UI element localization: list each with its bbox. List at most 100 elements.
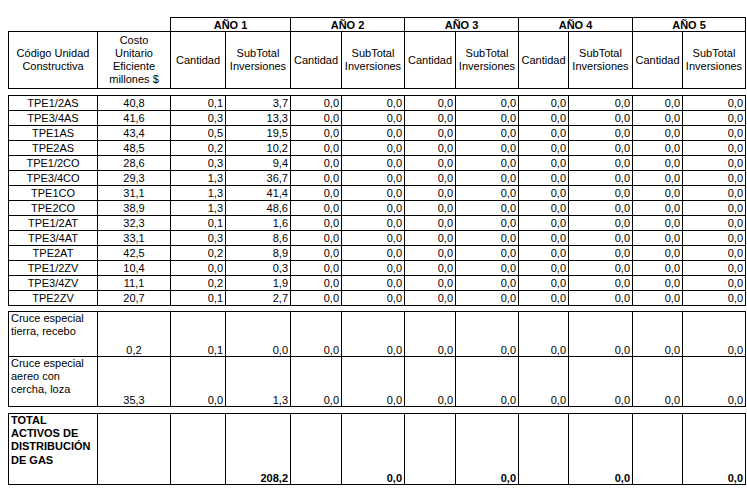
table-row: TPE3/4AS41,60,313,30,00,00,00,00,00,00,0… xyxy=(9,111,746,126)
cantidad-cell: 0,0 xyxy=(291,231,342,246)
cantidad-cell: 0,0 xyxy=(633,126,683,141)
subtotal-cell: 8,6 xyxy=(226,231,291,246)
unit-code-cell: TPE1/2ZV xyxy=(9,261,98,276)
subtotal-cell: 10,2 xyxy=(226,141,291,156)
cantidad-cell: 0,0 xyxy=(519,357,569,407)
cantidad-cell: 0,1 xyxy=(171,96,226,111)
subtotal-cell: 0,0 xyxy=(342,201,405,216)
year-header-1: AÑO 1 xyxy=(171,18,291,32)
cantidad-cell: 0,0 xyxy=(405,171,456,186)
cantidad-cell xyxy=(633,414,683,485)
subtotal-cell: 0,0 xyxy=(342,357,405,407)
cantidad-cell: 0,2 xyxy=(171,246,226,261)
cantidad-cell: 0,0 xyxy=(633,141,683,156)
subtotal-cell: 9,4 xyxy=(226,156,291,171)
unit-cost-cell: 38,9 xyxy=(98,201,171,216)
cantidad-cell: 0,0 xyxy=(633,291,683,306)
special-label-cell: Cruce especial aereo con cercha, loza xyxy=(9,357,98,407)
cantidad-cell: 0,0 xyxy=(405,156,456,171)
cantidad-cell: 0,1 xyxy=(171,216,226,231)
cantidad-cell: 0,0 xyxy=(633,261,683,276)
unit-code-cell: TPE3/4AT xyxy=(9,231,98,246)
unit-cost-cell: 32,3 xyxy=(98,216,171,231)
cantidad-cell: 0,0 xyxy=(519,291,569,306)
cantidad-cell: 0,0 xyxy=(291,126,342,141)
subtotal-cell: 19,5 xyxy=(226,126,291,141)
subtotal-cell: 0,0 xyxy=(569,141,633,156)
table-row: TPE1AS43,40,519,50,00,00,00,00,00,00,00,… xyxy=(9,126,746,141)
unit-code-cell: TPE2AT xyxy=(9,246,98,261)
subtotal-cell: 0,0 xyxy=(569,276,633,291)
cantidad-cell: 0,0 xyxy=(633,231,683,246)
cantidad-cell: 0,0 xyxy=(405,291,456,306)
cantidad-cell: 0,0 xyxy=(633,357,683,407)
cantidad-cell: 0,0 xyxy=(633,201,683,216)
subtotal-cell: 13,3 xyxy=(226,111,291,126)
col-header-subtotal-3: SubTotal Inversiones xyxy=(456,32,519,89)
subtotal-cell: 0,0 xyxy=(342,231,405,246)
col-header-cantidad-2: Cantidad xyxy=(291,32,342,89)
subtotal-cell: 0,0 xyxy=(342,312,405,357)
cantidad-cell: 1,3 xyxy=(171,171,226,186)
cantidad-cell: 0,0 xyxy=(291,96,342,111)
cantidad-cell: 0,0 xyxy=(519,111,569,126)
subtotal-cell: 0,0 xyxy=(683,171,746,186)
cantidad-cell: 0,0 xyxy=(291,171,342,186)
col-header-cantidad-3: Cantidad xyxy=(405,32,456,89)
cantidad-cell: 0,0 xyxy=(405,186,456,201)
unit-code-cell: TPE3/4CO xyxy=(9,171,98,186)
subtotal-cell: 0,0 xyxy=(342,141,405,156)
subtotal-cell: 0,0 xyxy=(683,261,746,276)
cantidad-cell: 0,0 xyxy=(405,276,456,291)
year-header-row: AÑO 1 AÑO 2 AÑO 3 AÑO 4 AÑO 5 xyxy=(9,18,746,32)
subtotal-cell: 0,0 xyxy=(342,171,405,186)
cantidad-cell: 0,0 xyxy=(633,111,683,126)
subtotal-cell: 0,0 xyxy=(342,156,405,171)
table-row: TPE2ZV20,70,12,70,00,00,00,00,00,00,00,0 xyxy=(9,291,746,306)
unit-cost-cell: 28,6 xyxy=(98,156,171,171)
subtotal-cell: 0,0 xyxy=(683,276,746,291)
subtotal-cell: 0,0 xyxy=(456,231,519,246)
unit-cost-cell: 0,2 xyxy=(98,312,171,357)
cantidad-cell: 0,0 xyxy=(519,261,569,276)
col-header-cantidad-5: Cantidad xyxy=(633,32,683,89)
cantidad-cell: 0,0 xyxy=(633,312,683,357)
subtotal-cell: 0,0 xyxy=(569,156,633,171)
cantidad-cell: 0,0 xyxy=(171,357,226,407)
table-row: TPE3/4AT33,10,38,60,00,00,00,00,00,00,00… xyxy=(9,231,746,246)
cantidad-cell: 0,0 xyxy=(633,246,683,261)
subtotal-cell: 0,0 xyxy=(569,171,633,186)
cantidad-cell: 0,0 xyxy=(291,246,342,261)
total-subtotal-cell: 208,2 xyxy=(226,414,291,485)
unit-code-cell: TPE3/4AS xyxy=(9,111,98,126)
cantidad-cell: 0,0 xyxy=(405,261,456,276)
cantidad-cell: 0,0 xyxy=(633,171,683,186)
total-row: TOTAL ACTIVOS DE DISTRIBUCIÓN DE GAS208,… xyxy=(9,414,746,485)
cantidad-cell: 0,2 xyxy=(171,141,226,156)
table-row: TPE1CO31,11,341,40,00,00,00,00,00,00,00,… xyxy=(9,186,746,201)
cantidad-cell: 0,0 xyxy=(519,186,569,201)
col-header-costo: Costo Unitario Eficiente millones $ xyxy=(98,32,171,89)
cantidad-cell: 0,0 xyxy=(519,276,569,291)
cruce-especial-table-body: Cruce especial tierra, recebo0,20,10,00,… xyxy=(9,312,746,407)
col-header-subtotal-1: SubTotal Inversiones xyxy=(226,32,291,89)
cantidad-cell: 0,0 xyxy=(519,141,569,156)
cantidad-cell: 0,0 xyxy=(519,231,569,246)
subtotal-cell: 8,9 xyxy=(226,246,291,261)
cantidad-cell: 0,0 xyxy=(405,201,456,216)
cantidad-cell: 0,0 xyxy=(405,246,456,261)
table-row: Cruce especial tierra, recebo0,20,10,00,… xyxy=(9,312,746,357)
table-row: TPE3/4ZV11,10,21,90,00,00,00,00,00,00,00… xyxy=(9,276,746,291)
table-row: TPE1/2AS40,80,13,70,00,00,00,00,00,00,00… xyxy=(9,96,746,111)
cantidad-cell: 0,0 xyxy=(405,141,456,156)
unit-cost-cell xyxy=(98,414,171,485)
subtotal-cell: 36,7 xyxy=(226,171,291,186)
unit-cost-cell: 48,5 xyxy=(98,141,171,156)
col-header-subtotal-2: SubTotal Inversiones xyxy=(342,32,405,89)
subtotal-cell: 0,0 xyxy=(456,276,519,291)
subtotal-cell: 0,0 xyxy=(342,96,405,111)
unit-code-cell: TPE2ZV xyxy=(9,291,98,306)
subtotal-cell: 0,0 xyxy=(569,312,633,357)
cantidad-cell: 0,0 xyxy=(633,96,683,111)
subtotal-cell: 0,0 xyxy=(342,111,405,126)
